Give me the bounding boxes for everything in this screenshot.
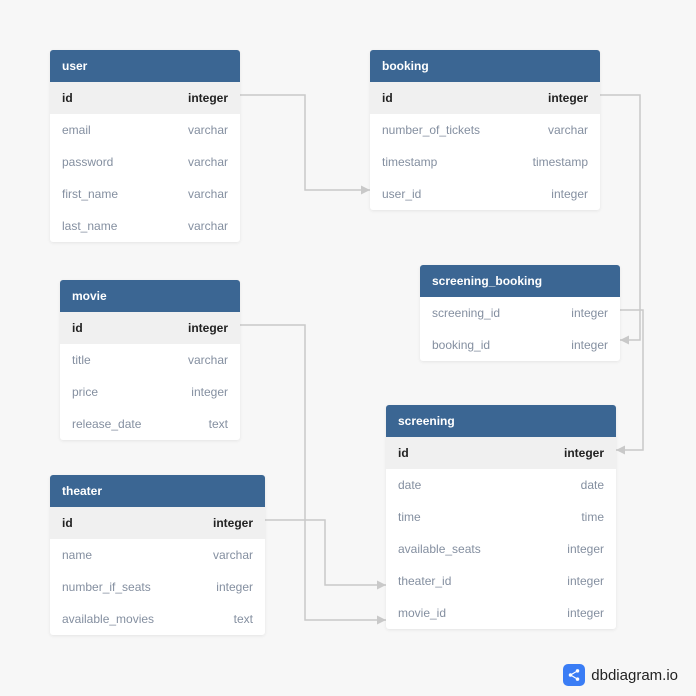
column-type: integer [571,306,608,320]
column-name: available_movies [62,612,154,626]
column-type: varchar [188,155,228,169]
column-name: title [72,353,91,367]
column-name: screening_id [432,306,500,320]
column-row: id integer [50,82,240,114]
column-type: varchar [213,548,253,562]
connector [265,520,386,585]
column-row: id integer [370,82,600,114]
column-row: id integer [60,312,240,344]
column-name: last_name [62,219,117,233]
column-row: price integer [60,376,240,408]
column-type: varchar [188,353,228,367]
column-type: integer [213,516,253,530]
connector [616,310,643,450]
column-name: password [62,155,113,169]
column-name: name [62,548,92,562]
column-type: integer [567,606,604,620]
column-type: integer [571,338,608,352]
column-type: integer [216,580,253,594]
table-header: booking [370,50,600,82]
column-type: integer [564,446,604,460]
column-name: first_name [62,187,118,201]
column-type: varchar [548,123,588,137]
column-name: id [62,516,73,530]
column-name: time [398,510,421,524]
column-row: number_if_seats integer [50,571,265,603]
connector [240,95,370,190]
column-name: available_seats [398,542,481,556]
table-screening_booking: screening_bookingscreening_idintegerbook… [420,265,620,361]
column-row: available_seats integer [386,533,616,565]
column-type: integer [567,542,604,556]
table-screening: screening id integer date date time time availa… [386,405,616,629]
column-row: title varchar [60,344,240,376]
column-row: last_name varchar [50,210,240,242]
column-row: timestamp timestamp [370,146,600,178]
table-header: screening [386,405,616,437]
column-row: movie_id integer [386,597,616,629]
column-row: number_of_tickets varchar [370,114,600,146]
column-type: date [581,478,604,492]
column-type: integer [188,321,228,335]
table-header: user [50,50,240,82]
column-name: movie_id [398,606,446,620]
column-row: theater_id integer [386,565,616,597]
share-icon [563,664,585,686]
column-type: text [209,417,228,431]
table-header: theater [50,475,265,507]
column-row: first_name varchar [50,178,240,210]
column-type: varchar [188,219,228,233]
watermark-text: dbdiagram.io [591,667,678,684]
column-name: price [72,385,98,399]
column-row: name varchar [50,539,265,571]
table-movie: movie id integer title varchar price integer re… [60,280,240,440]
column-type: varchar [188,123,228,137]
column-row: release_date text [60,408,240,440]
column-row: screening_id integer [420,297,620,329]
column-name: theater_id [398,574,451,588]
table-header: screening_booking [420,265,620,297]
watermark: dbdiagram.io [563,664,678,686]
column-row: password varchar [50,146,240,178]
column-name: timestamp [382,155,437,169]
column-name: user_id [382,187,421,201]
column-type: timestamp [533,155,588,169]
column-type: integer [551,187,588,201]
column-row: user_id integer [370,178,600,210]
table-header: movie [60,280,240,312]
column-name: id [62,91,73,105]
column-name: id [398,446,409,460]
column-name: number_if_seats [62,580,151,594]
column-type: integer [188,91,228,105]
column-name: number_of_tickets [382,123,480,137]
column-row: booking_id integer [420,329,620,361]
column-type: integer [567,574,604,588]
column-name: id [382,91,393,105]
column-row: time time [386,501,616,533]
column-row: email varchar [50,114,240,146]
column-name: booking_id [432,338,490,352]
column-row: id integer [386,437,616,469]
table-user: user id integer email varchar password varchar… [50,50,240,242]
column-type: integer [548,91,588,105]
column-name: release_date [72,417,141,431]
column-type: time [581,510,604,524]
column-name: id [72,321,83,335]
column-type: integer [191,385,228,399]
column-row: date date [386,469,616,501]
column-name: email [62,123,91,137]
table-booking: booking id integer number_of_tickets varchar… [370,50,600,210]
column-type: varchar [188,187,228,201]
column-row: available_movies text [50,603,265,635]
table-theater: theater id integer name varchar number_if_sea… [50,475,265,635]
column-type: text [234,612,253,626]
column-row: id integer [50,507,265,539]
column-name: date [398,478,421,492]
